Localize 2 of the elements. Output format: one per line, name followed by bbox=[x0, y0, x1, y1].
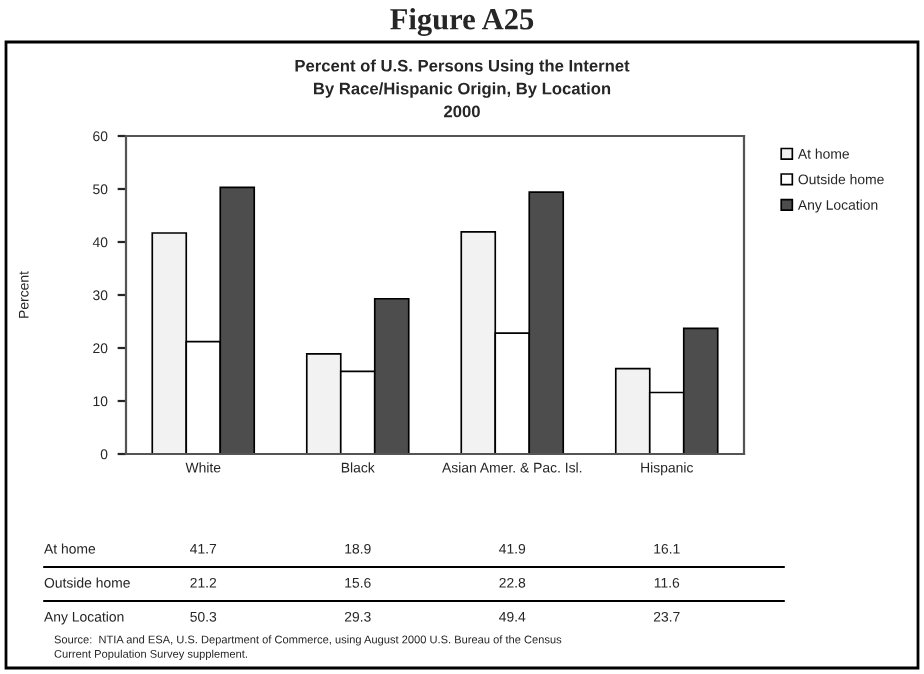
chart-title: Figure A25 bbox=[390, 8, 534, 36]
chart-subtitle: Percent of U.S. Persons Using the Internet By Race/Hispanic Origin, By Location 2000 bbox=[295, 59, 630, 118]
